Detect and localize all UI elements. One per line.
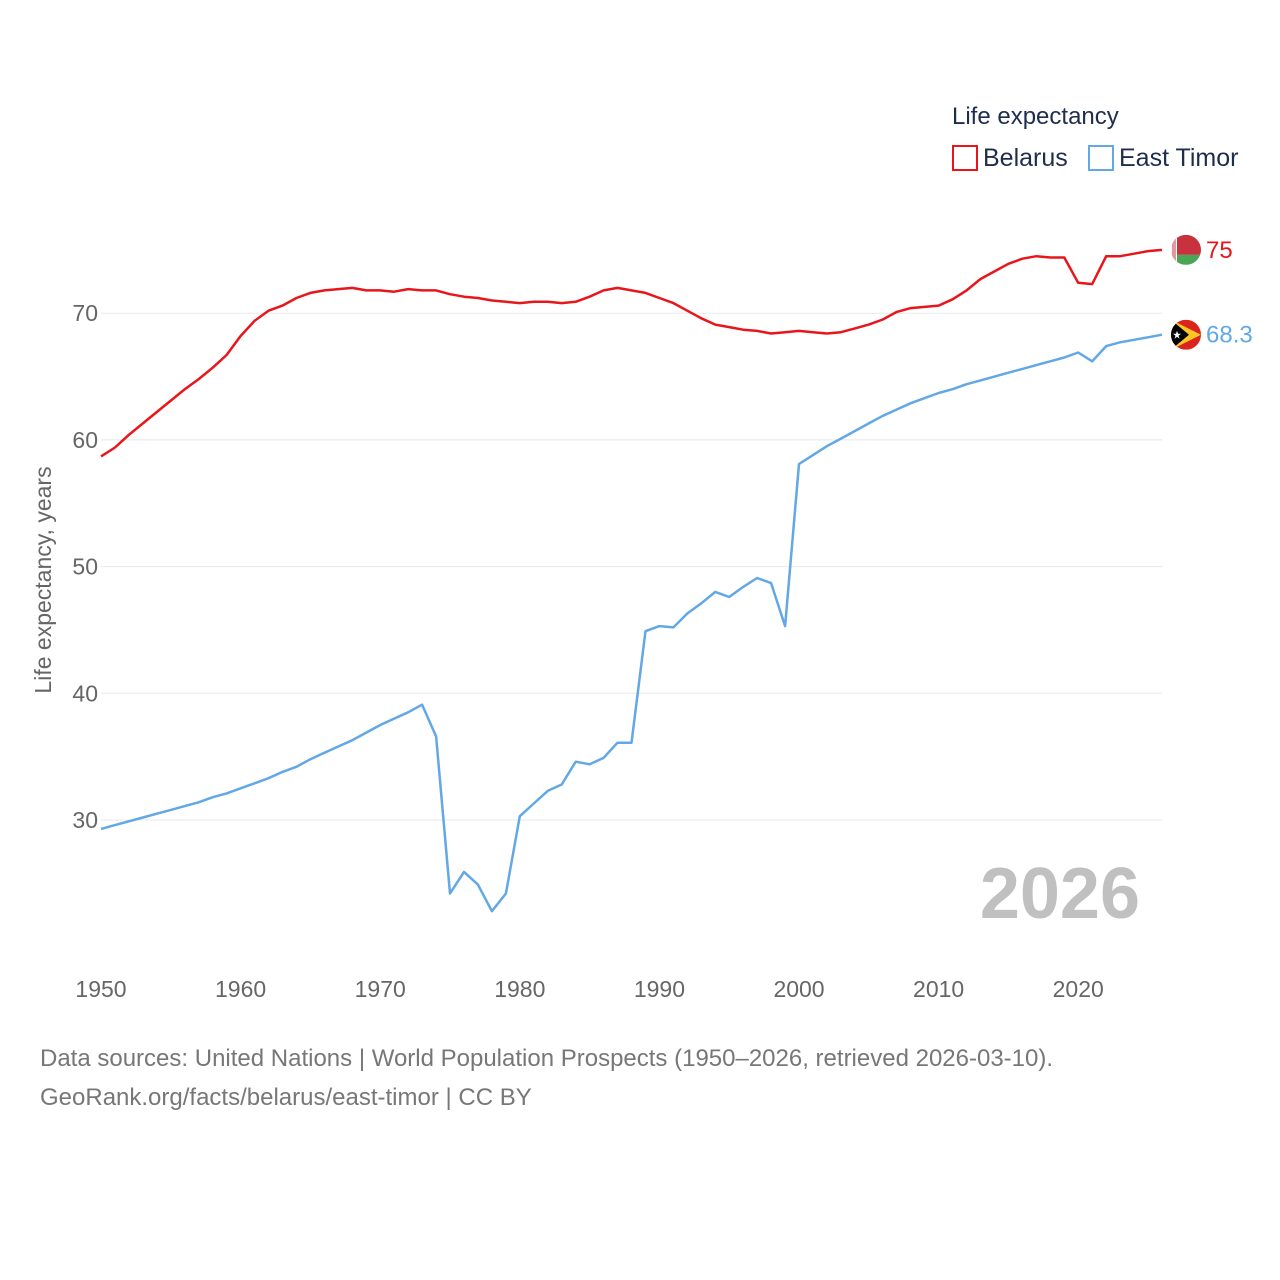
legend: Life expectancy Belarus East Timor bbox=[952, 103, 1238, 172]
legend-swatch-east-timor bbox=[1088, 145, 1114, 171]
year-watermark: 2026 bbox=[980, 854, 1140, 934]
line-chart: 30 40 50 60 70 1950 1960 1970 1980 1990 2000 2010 2… bbox=[30, 103, 1253, 1002]
x-tick-label: 1970 bbox=[355, 976, 406, 1002]
y-tick-label: 60 bbox=[72, 427, 98, 453]
y-axis-ticks: 30 40 50 60 70 bbox=[72, 300, 98, 833]
series-line-east-timor bbox=[100, 333, 1163, 913]
end-label-belarus: 75 bbox=[1206, 237, 1233, 264]
x-tick-label: 2000 bbox=[773, 976, 824, 1002]
y-tick-label: 40 bbox=[72, 680, 98, 706]
x-axis-ticks: 1950 1960 1970 1980 1990 2000 2010 2020 bbox=[75, 976, 1103, 1002]
y-axis-label: Life expectancy, years bbox=[30, 466, 56, 693]
x-tick-label: 1980 bbox=[494, 976, 545, 1002]
belarus-flag-icon bbox=[1171, 234, 1201, 265]
legend-label-belarus: Belarus bbox=[983, 144, 1068, 172]
y-tick-label: 70 bbox=[72, 300, 98, 326]
x-tick-label: 2010 bbox=[913, 976, 964, 1002]
gridlines bbox=[101, 312, 1162, 821]
legend-title: Life expectancy bbox=[952, 103, 1119, 130]
x-tick-label: 2020 bbox=[1053, 976, 1104, 1002]
y-tick-label: 30 bbox=[72, 807, 98, 833]
footer-sources: Data sources: United Nations | World Pop… bbox=[40, 1045, 1054, 1072]
y-tick-label: 50 bbox=[72, 554, 98, 580]
x-tick-label: 1950 bbox=[75, 976, 126, 1002]
x-tick-label: 1960 bbox=[215, 976, 266, 1002]
x-tick-label: 1990 bbox=[634, 976, 685, 1002]
legend-swatch-belarus bbox=[952, 145, 978, 171]
footer-attribution: GeoRank.org/facts/belarus/east-timor | C… bbox=[40, 1084, 532, 1111]
legend-label-east-timor: East Timor bbox=[1119, 144, 1238, 172]
end-label-east-timor: 68.3 bbox=[1206, 322, 1253, 349]
series-line-belarus bbox=[100, 248, 1163, 458]
east-timor-flag-icon bbox=[1171, 319, 1201, 350]
